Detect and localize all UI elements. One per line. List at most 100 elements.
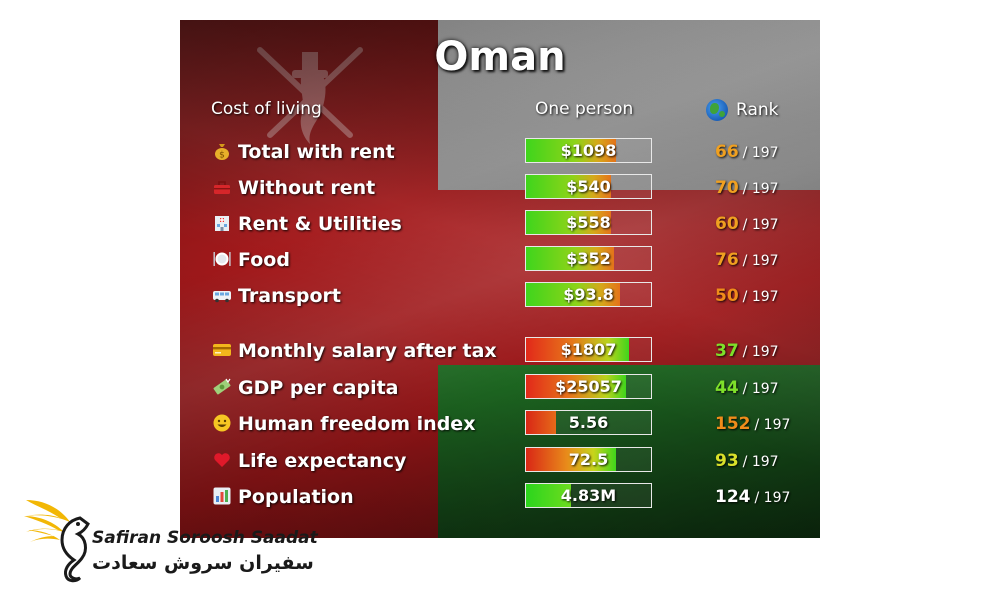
stat-label: Without rent xyxy=(238,177,376,199)
rank-total: / 197 xyxy=(742,253,779,269)
stat-value: $1098 xyxy=(560,141,617,160)
stat-rank: 152/ 197 xyxy=(715,409,790,440)
stat-bar: $93.8 xyxy=(525,282,652,307)
rank-total: / 197 xyxy=(742,289,779,305)
rank-total: / 197 xyxy=(754,417,791,433)
rank-total: / 197 xyxy=(742,344,779,360)
page-title: Oman xyxy=(434,34,566,80)
stat-label: Monthly salary after tax xyxy=(238,340,497,362)
stat-label: Transport xyxy=(238,285,342,307)
stat-bar-fill xyxy=(526,338,629,361)
stat-row: Rent & Utilities $558 60/ 197 xyxy=(180,209,820,239)
stat-rank: 50/ 197 xyxy=(715,281,779,312)
stat-bar: $1098 xyxy=(525,138,652,163)
header-cost-of-living: Cost of living xyxy=(211,99,322,119)
rank-total: / 197 xyxy=(742,217,779,233)
money-bag-icon: $ xyxy=(212,141,232,161)
stat-bar-fill xyxy=(526,484,571,507)
stat-row: Life expectancy 72.5 93/ 197 xyxy=(180,446,820,476)
stat-row: Food $352 76/ 197 xyxy=(180,245,820,275)
rank-number: 60 xyxy=(715,214,739,234)
plate-icon xyxy=(212,249,232,269)
rank-total: / 197 xyxy=(754,490,791,506)
credit-card-icon xyxy=(212,340,232,360)
stat-rank: 66/ 197 xyxy=(715,137,779,168)
bus-icon xyxy=(212,285,232,305)
stat-bar-fill xyxy=(526,375,626,398)
stat-value: $1807 xyxy=(560,340,617,359)
stat-bar: $25057 xyxy=(525,374,652,399)
stat-label: Total with rent xyxy=(238,141,395,163)
company-logo: Safiran Soroosh Saadat سفیران سروش سعادت xyxy=(22,494,318,584)
stat-value: $558 xyxy=(566,213,611,232)
stat-row: Transport $93.8 50/ 197 xyxy=(180,281,820,311)
heart-icon xyxy=(212,450,232,470)
stat-bar: 4.83M xyxy=(525,483,652,508)
stat-bar-fill xyxy=(526,175,611,198)
stat-bar-fill xyxy=(526,411,556,434)
stat-label: Life expectancy xyxy=(238,450,407,472)
header-one-person: One person xyxy=(535,99,634,119)
rank-number: 93 xyxy=(715,451,739,471)
oman-cost-of-living-card: Oman Cost of living One person Rank $ Tot… xyxy=(180,20,820,538)
stat-bar-fill xyxy=(526,211,611,234)
stat-bar-fill xyxy=(526,247,614,270)
logo-persian-text: سفیران سروش سعادت xyxy=(92,552,314,574)
rank-number: 44 xyxy=(715,378,739,398)
eagle-logo-icon xyxy=(24,500,90,583)
rank-number: 37 xyxy=(715,341,739,361)
rank-number: 124 xyxy=(715,487,751,507)
stat-bar-fill xyxy=(526,139,616,162)
stat-row: Population 4.83M 124/ 197 xyxy=(180,482,820,512)
stat-bar-fill xyxy=(526,283,620,306)
smiley-icon xyxy=(212,413,232,433)
rank-total: / 197 xyxy=(742,145,779,161)
rank-number: 66 xyxy=(715,142,739,162)
stat-rank: 44/ 197 xyxy=(715,373,779,404)
stat-value: 72.5 xyxy=(568,450,609,469)
stat-value: $540 xyxy=(566,177,611,196)
stat-rank: 60/ 197 xyxy=(715,209,779,240)
globe-icon xyxy=(706,99,728,121)
stat-value: $352 xyxy=(566,249,611,268)
header-rank-label: Rank xyxy=(736,100,779,120)
rank-number: 50 xyxy=(715,286,739,306)
bar-chart-icon xyxy=(212,486,232,506)
stat-bar: $352 xyxy=(525,246,652,271)
stat-bar-fill xyxy=(526,448,616,471)
stat-row: GDP per capita $25057 44/ 197 xyxy=(180,373,820,403)
stat-rank: 124/ 197 xyxy=(715,482,790,513)
stat-row: Monthly salary after tax $1807 37/ 197 xyxy=(180,336,820,366)
stat-label: Population xyxy=(238,486,354,508)
building-icon xyxy=(212,213,232,233)
stat-row: Human freedom index 5.56 152/ 197 xyxy=(180,409,820,439)
stat-label: GDP per capita xyxy=(238,377,399,399)
stat-label: Human freedom index xyxy=(238,413,476,435)
rank-total: / 197 xyxy=(742,381,779,397)
stat-label: Rent & Utilities xyxy=(238,213,402,235)
stat-rank: 70/ 197 xyxy=(715,173,779,204)
stat-value: $25057 xyxy=(555,377,622,396)
stat-bar: 5.56 xyxy=(525,410,652,435)
rank-total: / 197 xyxy=(742,181,779,197)
rank-total: / 197 xyxy=(742,454,779,470)
stat-row: $ Total with rent $1098 66/ 197 xyxy=(180,137,820,167)
stat-value: 4.83M xyxy=(560,486,617,505)
header-rank: Rank xyxy=(706,99,778,121)
rank-number: 76 xyxy=(715,250,739,270)
svg-text:$: $ xyxy=(219,151,225,161)
stat-value: $93.8 xyxy=(563,285,614,304)
money-icon xyxy=(212,377,232,397)
stat-rank: 37/ 197 xyxy=(715,336,779,367)
rank-number: 152 xyxy=(715,414,751,434)
stat-bar: $540 xyxy=(525,174,652,199)
rank-number: 70 xyxy=(715,178,739,198)
stat-bar: 72.5 xyxy=(525,447,652,472)
toolbox-icon xyxy=(212,177,232,197)
stat-label: Food xyxy=(238,249,290,271)
stat-bar: $558 xyxy=(525,210,652,235)
stat-bar: $1807 xyxy=(525,337,652,362)
stat-value: 5.56 xyxy=(568,413,609,432)
logo-latin-text: Safiran Soroosh Saadat xyxy=(92,528,318,548)
stat-rank: 93/ 197 xyxy=(715,446,779,477)
